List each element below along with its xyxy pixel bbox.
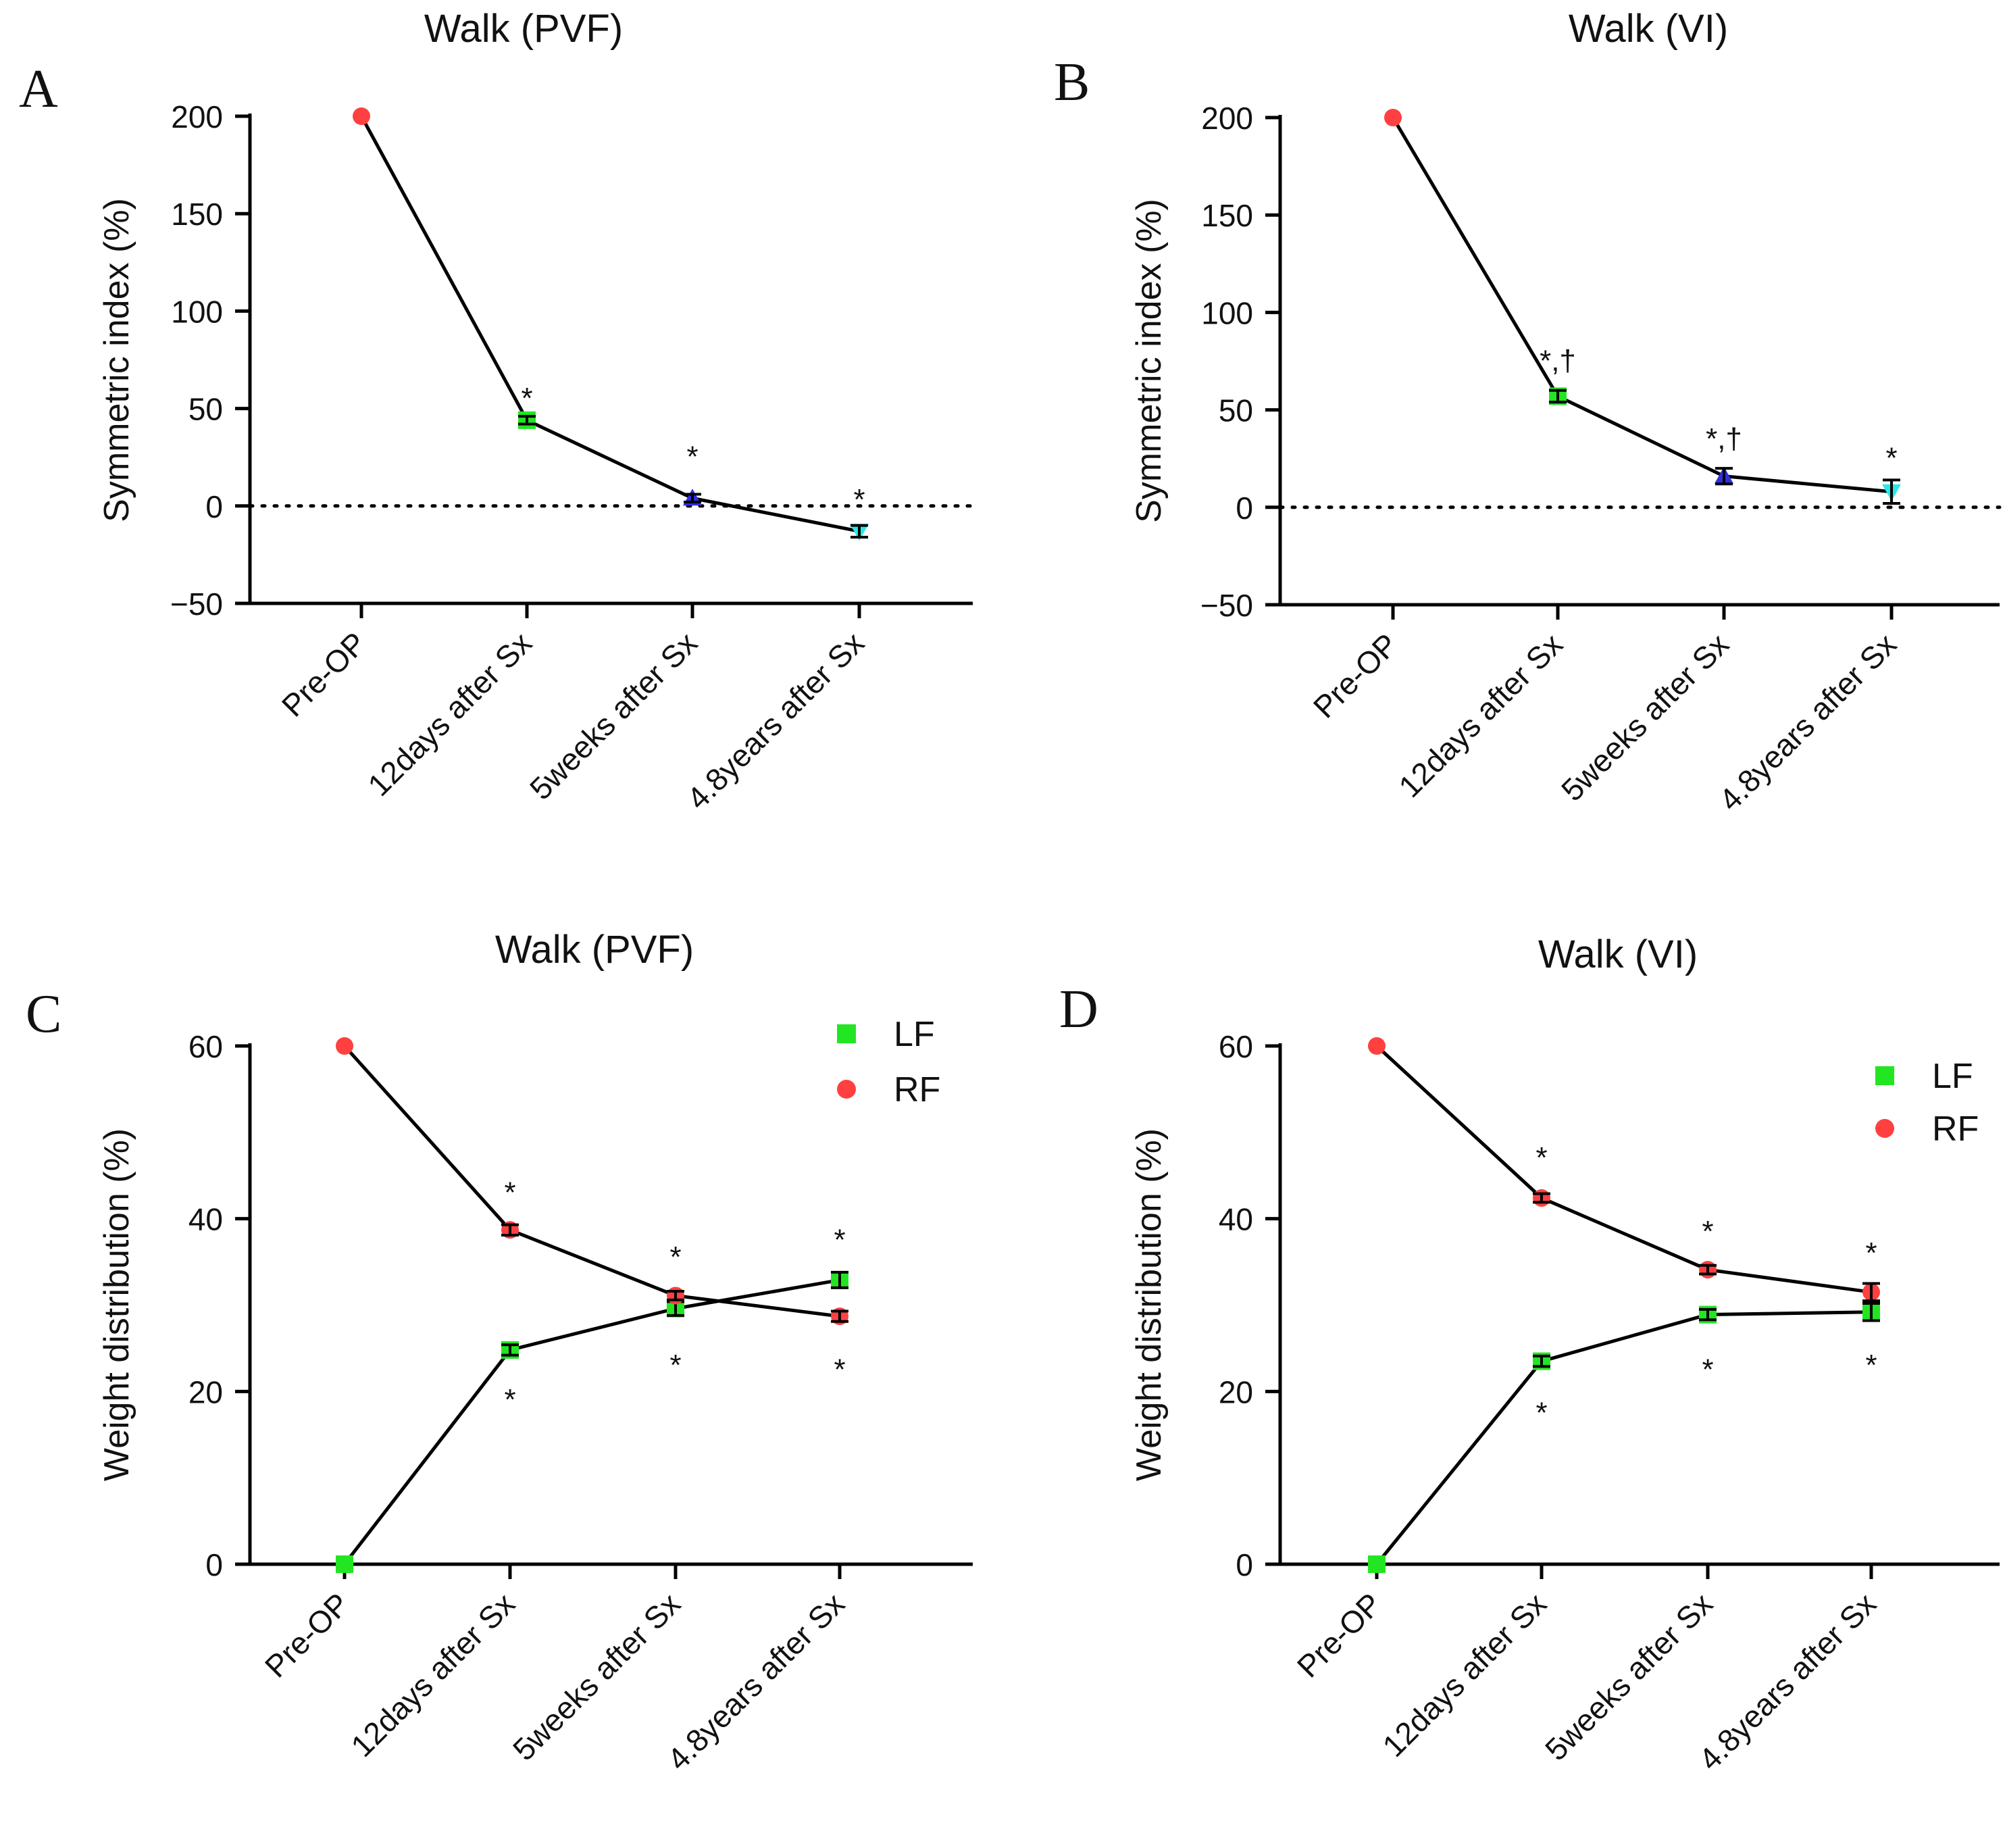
x-tick-label: Pre-OP bbox=[275, 625, 373, 723]
panel-b: B Walk (VI) Symmetric index (%) −50 0 50 100 15… bbox=[1054, 7, 2002, 818]
panel-letter: D bbox=[1059, 980, 1098, 1039]
y-tick-label: 20 bbox=[1219, 1374, 1253, 1409]
x-tick-label: 12days after Sx bbox=[1392, 626, 1569, 804]
significance-mark-upper: * bbox=[669, 1241, 681, 1274]
data-point bbox=[1368, 1555, 1386, 1573]
y-tick-label: 50 bbox=[188, 392, 223, 427]
significance-mark: * bbox=[1885, 442, 1897, 475]
significance-mark-upper: * bbox=[1865, 1237, 1877, 1270]
significance-mark: * bbox=[853, 483, 865, 516]
y-tick-label: 100 bbox=[1201, 295, 1253, 330]
legend-label: LF bbox=[1932, 1057, 1973, 1096]
chart-title: Walk (PVF) bbox=[495, 928, 694, 972]
significance-mark-lower: * bbox=[834, 1353, 845, 1386]
x-tick-label: 5weeks after Sx bbox=[506, 1586, 687, 1767]
x-tick-label: Pre-OP bbox=[1306, 626, 1404, 724]
significance-mark-upper: * bbox=[504, 1176, 515, 1209]
panel-letter: A bbox=[19, 59, 58, 119]
chart-title: Walk (PVF) bbox=[424, 7, 623, 51]
x-tick-label: 5weeks after Sx bbox=[523, 625, 704, 806]
panel-a: A Walk (PVF) Symmetric index (%) −50 0 50 100 1… bbox=[19, 7, 975, 816]
significance-mark-lower: * bbox=[669, 1349, 681, 1382]
significance-mark-upper: * bbox=[1536, 1141, 1547, 1174]
x-tick-label: 5weeks after Sx bbox=[1538, 1586, 1719, 1767]
significance-mark-lower: * bbox=[1702, 1353, 1713, 1386]
legend-circle-marker bbox=[837, 1080, 856, 1099]
series-line-symmetric-index bbox=[1391, 116, 1892, 494]
x-tick-label: 4.8years after Sx bbox=[1692, 1586, 1883, 1777]
significance-mark: * bbox=[521, 382, 532, 415]
x-tick-label: 4.8years after Sx bbox=[660, 1586, 851, 1777]
panel-letter: C bbox=[26, 984, 61, 1044]
significance-mark: * bbox=[686, 441, 698, 474]
chart-title: Walk (VI) bbox=[1569, 7, 1728, 51]
x-tick-label: 12days after Sx bbox=[1375, 1586, 1553, 1764]
y-tick-label: 200 bbox=[1201, 101, 1253, 136]
y-tick-label: 0 bbox=[205, 489, 223, 524]
series-line-lf bbox=[1375, 1310, 1872, 1566]
y-axis-label: Weight distribution (%) bbox=[1130, 1128, 1169, 1481]
data-point bbox=[1368, 1037, 1386, 1055]
series-line-rf bbox=[1375, 1045, 1872, 1294]
y-tick-label: −50 bbox=[170, 586, 223, 622]
y-tick-label: 40 bbox=[188, 1202, 223, 1237]
series-line-symmetric-index bbox=[359, 115, 860, 533]
legend-label: RF bbox=[1932, 1109, 1979, 1149]
panel-c: C Walk (PVF) Weight distribution (%) 0 20 40 6… bbox=[26, 928, 973, 1777]
data-point bbox=[336, 1555, 353, 1573]
y-tick-label: 100 bbox=[171, 294, 223, 329]
chart-title: Walk (VI) bbox=[1538, 932, 1698, 976]
significance-mark-lower: * bbox=[1536, 1396, 1547, 1429]
y-axis-label: Symmetric index (%) bbox=[1130, 199, 1169, 523]
legend-label: RF bbox=[894, 1070, 940, 1109]
significance-mark-upper: * bbox=[834, 1224, 845, 1257]
significance-mark: *,† bbox=[1706, 422, 1742, 455]
y-tick-label: −50 bbox=[1200, 588, 1253, 623]
series-line-lf bbox=[343, 1278, 840, 1566]
significance-mark-lower: * bbox=[1865, 1349, 1877, 1382]
y-tick-label: 50 bbox=[1219, 393, 1253, 428]
y-axis-label: Weight distribution (%) bbox=[97, 1128, 136, 1481]
significance-mark-upper: * bbox=[1702, 1215, 1713, 1248]
y-tick-label: 60 bbox=[1219, 1029, 1253, 1064]
significance-mark-lower: * bbox=[504, 1383, 515, 1416]
panel-d: D Walk (VI) Weight distribution (%) 0 20 40 60… bbox=[1059, 932, 2000, 1777]
x-tick-label: 12days after Sx bbox=[344, 1586, 522, 1764]
y-tick-label: 60 bbox=[188, 1029, 223, 1064]
legend-square-marker bbox=[837, 1024, 856, 1043]
series-line-rf bbox=[343, 1045, 840, 1318]
x-tick-label: 4.8years after Sx bbox=[1712, 626, 1903, 818]
x-tick-label: Pre-OP bbox=[1290, 1586, 1388, 1684]
legend-circle-marker bbox=[1875, 1119, 1894, 1138]
legend: LF RF bbox=[837, 1015, 940, 1109]
y-tick-label: 150 bbox=[171, 197, 223, 232]
y-axis-label: Symmetric index (%) bbox=[97, 198, 136, 522]
y-tick-label: 20 bbox=[188, 1374, 223, 1409]
y-tick-label: 200 bbox=[171, 99, 223, 134]
x-tick-label: Pre-OP bbox=[258, 1586, 356, 1684]
data-point bbox=[336, 1037, 353, 1055]
y-tick-label: 0 bbox=[1236, 491, 1253, 526]
x-tick-label: 4.8years after Sx bbox=[680, 625, 871, 816]
y-tick-label: 150 bbox=[1201, 198, 1253, 233]
legend: LF RF bbox=[1875, 1057, 1979, 1149]
y-tick-label: 0 bbox=[205, 1547, 223, 1582]
x-tick-label: 5weeks after Sx bbox=[1554, 626, 1735, 807]
panel-letter: B bbox=[1054, 53, 1090, 112]
x-tick-label: 12days after Sx bbox=[361, 625, 538, 803]
legend-square-marker bbox=[1875, 1066, 1894, 1085]
legend-label: LF bbox=[894, 1015, 935, 1054]
y-tick-label: 0 bbox=[1236, 1547, 1253, 1582]
data-point bbox=[1384, 109, 1402, 126]
y-tick-label: 40 bbox=[1219, 1202, 1253, 1237]
significance-mark: *,† bbox=[1540, 345, 1576, 378]
data-point bbox=[353, 107, 370, 125]
